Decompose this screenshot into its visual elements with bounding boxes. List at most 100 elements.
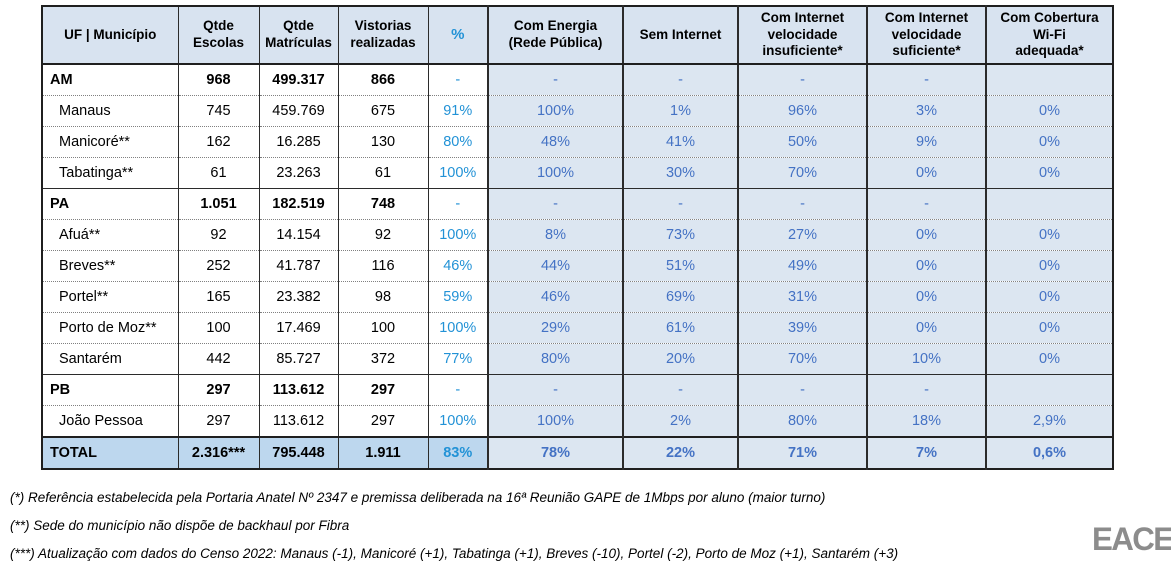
table-row-tabatinga: Tabatinga** 61 23.263 61 100% 100% 30% 70% 0% 0% — [42, 157, 1113, 189]
row-label-cell: Manaus — [42, 95, 178, 127]
row-label-cell: João Pessoa — [42, 405, 178, 437]
value-cell: 100% — [487, 95, 623, 127]
row-label-cell: TOTAL — [42, 436, 178, 469]
value-cell: 0% — [866, 281, 986, 313]
value-cell: - — [866, 374, 986, 406]
value-cell: 0,6% — [985, 436, 1113, 469]
table-row-afu: Afuá** 92 14.154 92 100% 8% 73% 27% 0% 0% — [42, 219, 1113, 251]
value-cell: 745 — [177, 95, 259, 127]
value-cell: 80% — [737, 405, 867, 437]
value-cell — [985, 63, 1113, 96]
value-cell: 100% — [427, 219, 488, 251]
value-cell: 675 — [337, 95, 428, 127]
value-cell: 70% — [737, 157, 867, 189]
value-cell: 130 — [337, 126, 428, 158]
value-cell: 113.612 — [258, 374, 338, 406]
value-cell: - — [487, 188, 623, 220]
table-row-jo-o-pessoa: João Pessoa 297 113.612 297 100% 100% 2% 80% 18%… — [42, 405, 1113, 437]
value-cell: 442 — [177, 343, 259, 375]
value-cell: 9% — [866, 126, 986, 158]
table-row-pa: PA 1.051 182.519 748- - - - - — [42, 188, 1113, 220]
value-cell: - — [427, 188, 488, 220]
value-cell: 77% — [427, 343, 488, 375]
value-cell: 2% — [622, 405, 738, 437]
column-header-5: % — [427, 6, 488, 65]
footnote-2: (**) Sede do município não dispõe de bac… — [10, 518, 350, 533]
value-cell: 48% — [487, 126, 623, 158]
value-cell: 100% — [427, 312, 488, 344]
value-cell: 70% — [737, 343, 867, 375]
value-cell: 30% — [622, 157, 738, 189]
column-header-10: Com Cobertura Wi-Fi adequada* — [985, 6, 1113, 65]
column-header-7: Sem Internet — [622, 6, 738, 65]
table-header: UF | Município Qtde Escolas Qtde Matrícula… — [42, 6, 1113, 65]
table-row-total: TOTAL 2.316*** 795.448 1.911 83% 78% 22% 71% 7% 0… — [42, 436, 1113, 469]
value-cell: 297 — [177, 374, 259, 406]
table-row-manicor: Manicoré** 162 16.285 130 80% 48% 41% 50% 9% 0% — [42, 126, 1113, 158]
eace-logo: EACE — [1092, 522, 1171, 558]
value-cell: 297 — [177, 405, 259, 437]
column-header-4: Vistorias realizadas — [337, 6, 428, 65]
value-cell: 2.316*** — [177, 436, 259, 469]
row-label-cell: Afuá** — [42, 219, 178, 251]
data-table: UF | Município Qtde Escolas Qtde Matrícula… — [41, 5, 1114, 470]
value-cell: 116 — [337, 250, 428, 282]
value-cell: - — [622, 374, 738, 406]
table-body: AM 968 499.317 866- - - - - Manaus 745 459.769 675 9… — [42, 63, 1113, 469]
table-row-manaus: Manaus 745 459.769 675 91% 100% 1% 96% 3% 0% — [42, 95, 1113, 127]
column-header-2: Qtde Escolas — [177, 6, 259, 65]
value-cell: 1.051 — [177, 188, 259, 220]
value-cell: 162 — [177, 126, 259, 158]
value-cell: 252 — [177, 250, 259, 282]
value-cell: - — [622, 63, 738, 96]
value-cell: 0% — [985, 95, 1113, 127]
value-cell: 0% — [985, 219, 1113, 251]
table-row-santar-m: Santarém 442 85.727 372 77% 80% 20% 70% 10% 0% — [42, 343, 1113, 375]
column-header-6: Com Energia (Rede Pública) — [487, 6, 623, 65]
header-row: UF | Município Qtde Escolas Qtde Matrícula… — [42, 6, 1113, 65]
value-cell: - — [866, 63, 986, 96]
value-cell: 23.382 — [258, 281, 338, 313]
value-cell: 0% — [866, 312, 986, 344]
column-header-9: Com Internet velocidade suficiente* — [866, 6, 986, 65]
value-cell: 0% — [985, 343, 1113, 375]
value-cell: 61% — [622, 312, 738, 344]
value-cell: 29% — [487, 312, 623, 344]
value-cell: 0% — [985, 157, 1113, 189]
value-cell: 0% — [866, 157, 986, 189]
value-cell — [985, 188, 1113, 220]
value-cell: 10% — [866, 343, 986, 375]
row-label-cell: Portel** — [42, 281, 178, 313]
value-cell: 61 — [337, 157, 428, 189]
row-label-cell: PB — [42, 374, 178, 406]
value-cell: 748 — [337, 188, 428, 220]
value-cell: 78% — [487, 436, 623, 469]
footnotes: (*) Referência estabelecida pela Portari… — [10, 490, 898, 574]
value-cell: - — [737, 374, 867, 406]
table-row-pb: PB 297 113.612 297- - - - - — [42, 374, 1113, 406]
row-label-cell: Porto de Moz** — [42, 312, 178, 344]
value-cell — [985, 374, 1113, 406]
value-cell: 22% — [622, 436, 738, 469]
value-cell: 100% — [487, 157, 623, 189]
table-row-breves: Breves** 252 41.787 116 46% 44% 51% 49% 0% 0% — [42, 250, 1113, 282]
value-cell: 7% — [866, 436, 986, 469]
value-cell: 1% — [622, 95, 738, 127]
table-row-am: AM 968 499.317 866- - - - - — [42, 63, 1113, 96]
value-cell: 85.727 — [258, 343, 338, 375]
value-cell: 23.263 — [258, 157, 338, 189]
value-cell: 0% — [985, 312, 1113, 344]
value-cell: 372 — [337, 343, 428, 375]
school-connectivity-table: UF | Município Qtde Escolas Qtde Matrícula… — [41, 5, 1114, 470]
value-cell: 96% — [737, 95, 867, 127]
row-label-cell: Santarém — [42, 343, 178, 375]
value-cell: - — [866, 188, 986, 220]
value-cell: 80% — [487, 343, 623, 375]
value-cell: 0% — [866, 219, 986, 251]
footnote-1: (*) Referência estabelecida pela Portari… — [10, 490, 826, 505]
value-cell: 100 — [337, 312, 428, 344]
value-cell: 297 — [337, 374, 428, 406]
row-label-cell: PA — [42, 188, 178, 220]
value-cell: 968 — [177, 63, 259, 96]
value-cell: 46% — [427, 250, 488, 282]
